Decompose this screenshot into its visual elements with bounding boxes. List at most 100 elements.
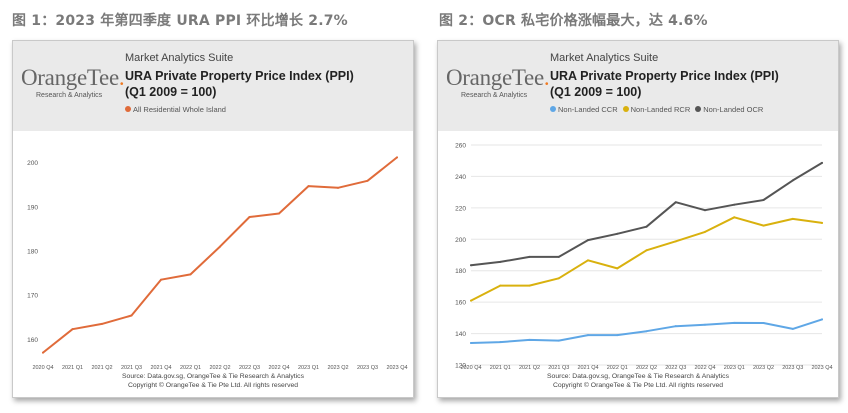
x-tick-label: 2021 Q3 [548, 365, 569, 371]
data-point [821, 221, 823, 224]
data-point [470, 299, 472, 302]
series-line [470, 216, 823, 302]
data-point [587, 259, 589, 262]
suite-label: Market Analytics Suite [125, 52, 234, 64]
data-point [42, 351, 44, 354]
source-note: Source: Data.gov.sg, OrangeTee & Tie Res… [438, 373, 838, 390]
data-point [396, 156, 398, 159]
data-point [674, 240, 677, 243]
y-tick-label: 120 [455, 363, 466, 370]
x-tick-label: 2022 Q1 [607, 365, 628, 371]
data-point [762, 322, 765, 325]
legend-label: Non-Landed OCR [703, 105, 764, 114]
data-point [616, 334, 619, 337]
legend-item: Non-Landed OCR [695, 105, 763, 114]
data-point [645, 225, 648, 228]
data-point [733, 321, 736, 324]
line-chart-ppi: 160 170 180 190 200 2020 Q4 2021 Q1 2021 Q2 2021… [27, 156, 408, 371]
y-tick-label: 240 [455, 174, 466, 181]
legend-marker [622, 106, 629, 112]
data-point [528, 284, 531, 287]
data-point [821, 161, 823, 164]
y-tick-label: 170 [27, 293, 38, 300]
legend-marker [695, 106, 702, 112]
source-note: Source: Data.gov.sg, OrangeTee & Tie Res… [13, 373, 413, 390]
logo-dot: . [543, 65, 550, 90]
y-tick-label: 200 [455, 237, 466, 244]
chart-title-line-2: (Q1 2009 = 100) [125, 85, 217, 99]
legend-marker [125, 106, 131, 112]
orangetee-logo: OrangeTee. Research & Analytics [446, 65, 550, 105]
x-tick-label: 2020 Q4 [32, 365, 53, 371]
x-tick-label: 2023 Q2 [753, 365, 774, 371]
chart-panel-1: OrangeTee. Research & Analytics Market A… [12, 40, 414, 398]
legend-label: All Residential Whole Island [133, 105, 226, 114]
chart-panel-2: OrangeTee. Research & Analytics Market A… [437, 40, 839, 398]
data-point [674, 201, 677, 204]
series-line [42, 156, 398, 354]
x-tick-label: 2021 Q2 [91, 365, 112, 371]
data-point [528, 255, 531, 258]
data-point [189, 273, 192, 276]
data-point [704, 230, 706, 233]
legend-item: Non-Landed RCR [622, 105, 690, 114]
x-tick-label: 2021 Q2 [519, 365, 540, 371]
x-tick-label: 2021 Q3 [121, 365, 142, 371]
x-tick-label: 2021 Q1 [490, 365, 511, 371]
data-point [248, 215, 251, 218]
data-point [366, 179, 369, 182]
data-point [130, 314, 133, 317]
data-point [337, 186, 339, 189]
y-tick-label: 260 [455, 143, 466, 150]
data-point [645, 249, 648, 252]
logo-dot: . [118, 65, 125, 90]
x-tick-label: 2021 Q4 [150, 365, 171, 371]
y-tick-label: 200 [27, 160, 38, 167]
data-point [307, 185, 310, 188]
suite-label: Market Analytics Suite [550, 52, 659, 64]
data-point [499, 341, 502, 344]
data-point [587, 334, 589, 337]
y-tick-label: 220 [455, 205, 466, 212]
logo-subtitle: Research & Analytics [461, 92, 528, 99]
x-tick-label: 2022 Q2 [636, 365, 657, 371]
chart-title-line-1: URA Private Property Price Index (PPI) [125, 69, 354, 83]
orangetee-logo: OrangeTee. Research & Analytics [21, 65, 125, 105]
x-tick-label: 2021 Q1 [62, 365, 83, 371]
legend-marker [550, 106, 556, 112]
logo-wordmark: OrangeTee. [446, 65, 550, 90]
data-point [470, 342, 472, 344]
data-point [674, 325, 677, 328]
data-point [704, 209, 706, 212]
data-point [470, 264, 472, 267]
figure-2-caption: 图 2：OCR 私宅价格涨幅最大，达 4.6% [439, 13, 708, 29]
data-point [557, 255, 560, 258]
x-tick-label: 2022 Q2 [209, 365, 230, 371]
chart-title-line-2: (Q1 2009 = 100) [550, 85, 642, 99]
x-tick-label: 2022 Q3 [239, 365, 260, 371]
x-tick-label: 2021 Q4 [577, 365, 598, 371]
data-point [733, 203, 736, 206]
data-point [762, 224, 765, 227]
y-tick-label: 180 [27, 249, 38, 256]
source-line: Source: Data.gov.sg, OrangeTee & Tie Res… [547, 373, 729, 380]
line-chart-non-landed: 120 140 160 180 200 220 240 260 2020 Q4 2021 Q1 20… [455, 143, 832, 372]
copyright-line: Copyright © OrangeTee & Tie Pte Ltd. All… [127, 381, 299, 389]
data-point [528, 338, 531, 341]
data-point [499, 284, 502, 287]
logo-subtitle: Research & Analytics [36, 92, 103, 99]
data-point [762, 199, 765, 201]
copyright-line: Copyright © OrangeTee & Tie Pte Ltd. All… [552, 381, 724, 389]
legend-item: Non-Landed CCR [550, 105, 618, 114]
data-point [733, 216, 736, 219]
data-point [704, 323, 706, 326]
chart-legend: All Residential Whole Island [125, 105, 231, 114]
chart-title: URA Private Property Price Index (PPI) (… [125, 68, 354, 100]
data-point [71, 328, 74, 331]
data-point [616, 267, 619, 270]
x-tick-label: 2022 Q4 [694, 365, 715, 371]
data-point [821, 318, 823, 321]
x-tick-label: 2023 Q3 [357, 365, 378, 371]
x-tick-label: 2023 Q1 [298, 365, 319, 371]
legend-item: All Residential Whole Island [125, 105, 226, 114]
